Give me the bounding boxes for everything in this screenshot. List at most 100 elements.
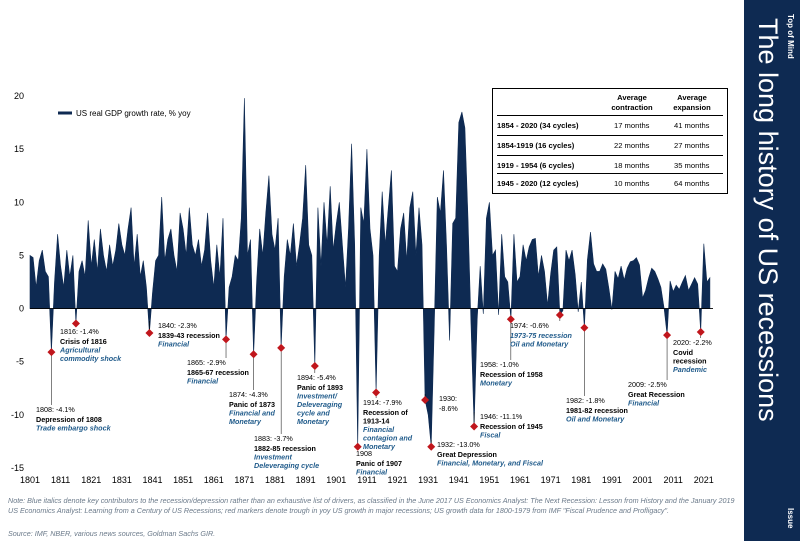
chart-source: Source: IMF, NBER, various news sources,… xyxy=(8,529,216,538)
table-cell-period: 1945 - 2020 (12 cycles) xyxy=(497,179,579,188)
table-header-contraction: Average contraction xyxy=(611,93,653,112)
y-tick-label: -10 xyxy=(11,410,24,420)
trough-annotation-line: Financial and xyxy=(229,409,276,418)
table-cell-expansion: 64 months xyxy=(674,179,710,188)
x-tick-label: 1951 xyxy=(479,475,499,485)
x-tick-label: 2011 xyxy=(664,475,683,485)
trough-label: 1908 xyxy=(356,449,372,458)
trough-label: 1816: -1.4% xyxy=(60,327,99,336)
x-tick-label: 1941 xyxy=(449,475,469,485)
chart-note: Note: Blue italics denote key contributo… xyxy=(8,496,735,515)
y-tick-label: 20 xyxy=(14,91,24,101)
x-tick-label: 1831 xyxy=(112,475,132,485)
trough-marker xyxy=(372,388,381,397)
table-cell-period: 1919 - 1954 (6 cycles) xyxy=(497,161,575,170)
sidebar-tag-top: Top of Mind xyxy=(786,14,795,59)
x-tick-label: 1901 xyxy=(326,475,346,485)
trough-annotation-line: Crisis of 1816 xyxy=(60,337,107,346)
y-tick-label: 0 xyxy=(19,304,24,314)
x-tick-label: 1871 xyxy=(234,475,254,485)
x-tick-label: 1851 xyxy=(173,475,193,485)
trough-annotation-line: 1865-67 recession xyxy=(187,368,249,377)
trough-marker xyxy=(145,329,154,338)
x-tick-label: 1801 xyxy=(20,475,40,485)
trough-label: 1840: -2.3% xyxy=(158,321,197,330)
trough-annotation-line: Financial xyxy=(158,340,190,349)
x-tick-label: 1981 xyxy=(571,475,591,485)
trough-annotation-line: Covid xyxy=(673,348,693,357)
trough-annotation-line: Fiscal xyxy=(480,431,501,440)
trough-annotation-line: Monetary xyxy=(229,417,262,426)
trough-annotation-line: Monetary xyxy=(363,442,396,451)
x-tick-label: 1821 xyxy=(81,475,101,485)
sidebar-tag-bottom: Issue xyxy=(786,508,795,529)
trough-annotation-line: Financial xyxy=(363,425,395,434)
table-cell-contraction: 17 months xyxy=(614,121,650,130)
trough-marker xyxy=(470,422,479,431)
trough-label: 2009: -2.5% xyxy=(628,380,667,389)
trough-marker xyxy=(427,442,436,451)
trough-marker xyxy=(249,350,258,359)
x-tick-label: 1841 xyxy=(142,475,162,485)
trough-label: 1914: -7.9% xyxy=(363,398,402,407)
x-tick-label: 1911 xyxy=(357,475,376,485)
trough-annotation-line: Financial xyxy=(187,377,219,386)
table-cell-expansion: 41 months xyxy=(674,121,710,130)
trough-label: 1932: -13.0% xyxy=(437,440,480,449)
y-tick-label: 10 xyxy=(14,197,24,207)
trough-annotation-line: Recession of xyxy=(363,408,408,417)
recession-cycles-table: Average contraction Average expansion 18… xyxy=(492,88,728,194)
x-tick-label: 2021 xyxy=(694,475,714,485)
trough-annotation-line: Panic of 1873 xyxy=(229,400,275,409)
trough-marker xyxy=(421,395,430,404)
table-row: 1919 - 1954 (6 cycles) 18 months 35 mont… xyxy=(497,155,723,176)
x-tick-label: 1921 xyxy=(388,475,408,485)
trough-label: 2020: -2.2% xyxy=(673,338,712,347)
trough-marker xyxy=(353,442,362,451)
table-row: 1854-1919 (16 cycles) 22 months 27 month… xyxy=(497,135,723,156)
trough-annotation-line: Deleveraging cycle xyxy=(254,461,319,470)
sidebar-title: The long history of US recessions xyxy=(753,18,783,422)
trough-label: 1982: -1.8% xyxy=(566,396,605,405)
table-cell-contraction: 10 months xyxy=(614,179,650,188)
y-tick-label: -15 xyxy=(11,463,24,473)
trough-marker xyxy=(71,319,80,328)
sidebar xyxy=(744,0,800,541)
trough-annotation-line: 1981-82 recession xyxy=(566,406,628,415)
x-tick-label: 1961 xyxy=(510,475,530,485)
trough-annotation-line: commodity shock xyxy=(60,354,122,363)
trough-annotation-line: Monetary xyxy=(480,379,513,388)
x-tick-label: 1881 xyxy=(265,475,285,485)
trough-annotation-line: Agricultural xyxy=(59,346,101,355)
table-cell-period: 1854-1919 (16 cycles) xyxy=(497,141,575,150)
trough-annotation-line: Great Depression xyxy=(437,450,497,459)
trough-label: 1946: -11.1% xyxy=(480,412,523,421)
trough-marker xyxy=(663,331,672,340)
legend-label: US real GDP growth rate, % yoy xyxy=(76,109,191,118)
trough-annotation-line: 1973-75 recession xyxy=(510,331,573,340)
trough-annotation-line: 1913-14 xyxy=(363,417,389,426)
trough-annotation-line: Financial xyxy=(628,399,660,408)
trough-marker xyxy=(277,343,286,352)
trough-annotation-line: Financial xyxy=(356,468,388,477)
table-cell-contraction: 22 months xyxy=(614,141,650,150)
trough-annotation-line: Oil and Monetary xyxy=(510,340,569,349)
table-row: 1945 - 2020 (12 cycles) 10 months 64 mon… xyxy=(497,173,723,194)
x-tick-label: 1861 xyxy=(204,475,224,485)
trough-label: 1958: -1.0% xyxy=(480,360,519,369)
table-cell-expansion: 27 months xyxy=(674,141,710,150)
trough-annotation-line: Investment xyxy=(254,453,293,462)
x-tick-label: 1811 xyxy=(51,475,70,485)
table-cell-period: 1854 - 2020 (34 cycles) xyxy=(497,121,579,130)
trough-annotation-line: Oil and Monetary xyxy=(566,415,625,424)
trough-marker xyxy=(222,335,231,344)
trough-annotation-line: Investment/ xyxy=(297,392,338,401)
trough-annotation-line: Deleveraging xyxy=(297,400,343,409)
trough-annotation-line: 1839-43 recession xyxy=(158,331,220,340)
x-tick-label: 2001 xyxy=(633,475,653,485)
trough-annotation-line: Pandemic xyxy=(673,365,707,374)
trough-label: 1974: -0.6% xyxy=(510,321,549,330)
trough-label: 1894: -5.4% xyxy=(297,373,336,382)
trough-annotation-line: recession xyxy=(673,357,707,366)
trough-label: 1808: -4.1% xyxy=(36,405,75,414)
